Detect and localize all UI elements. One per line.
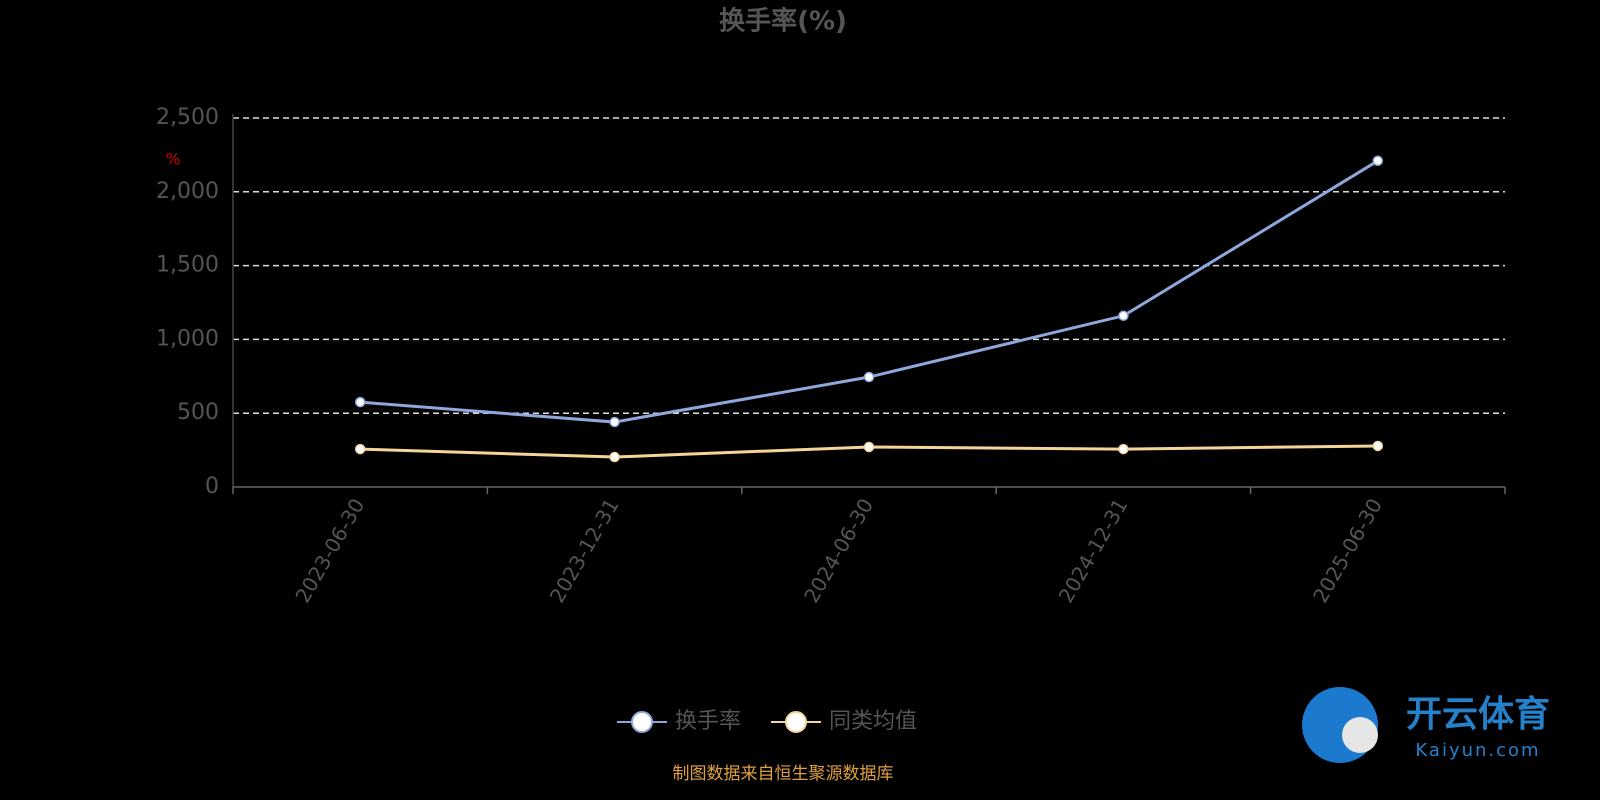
- legend-label: 换手率: [675, 709, 741, 734]
- y-tick-label: 2,500: [156, 105, 219, 130]
- y-tick-label: 2,000: [156, 179, 219, 204]
- data-point: [1372, 440, 1384, 452]
- data-point: [354, 396, 366, 408]
- y-unit: %: [165, 150, 180, 169]
- y-tick-label: 1,000: [156, 326, 219, 351]
- data-point: [863, 441, 875, 453]
- watermark-ball: [1342, 717, 1378, 753]
- legend-marker: [631, 711, 653, 733]
- legend-label: 同类均值: [829, 709, 917, 734]
- data-point: [863, 371, 875, 383]
- legend-item[interactable]: 换手率: [617, 709, 741, 734]
- data-point: [1118, 443, 1129, 455]
- legend-item[interactable]: 同类均值: [771, 709, 917, 734]
- y-tick-label: 500: [177, 400, 219, 425]
- legend-marker: [785, 711, 807, 733]
- watermark-site: Kaiyun.com: [1415, 740, 1540, 761]
- footer: 制图数据来自恒生聚源数据库: [673, 764, 894, 784]
- data-point: [609, 451, 620, 463]
- y-tick-label: 1,500: [156, 253, 219, 278]
- y-tick-label: 0: [205, 474, 219, 499]
- chart-title: 换手率(%): [719, 6, 847, 37]
- watermark: 开云体育 Kaiyun.com: [1302, 687, 1550, 763]
- data-point: [1372, 155, 1384, 167]
- data-point: [609, 416, 620, 428]
- data-point: [1118, 310, 1129, 322]
- data-point: [354, 443, 366, 455]
- watermark-brand: 开云体育: [1406, 694, 1550, 735]
